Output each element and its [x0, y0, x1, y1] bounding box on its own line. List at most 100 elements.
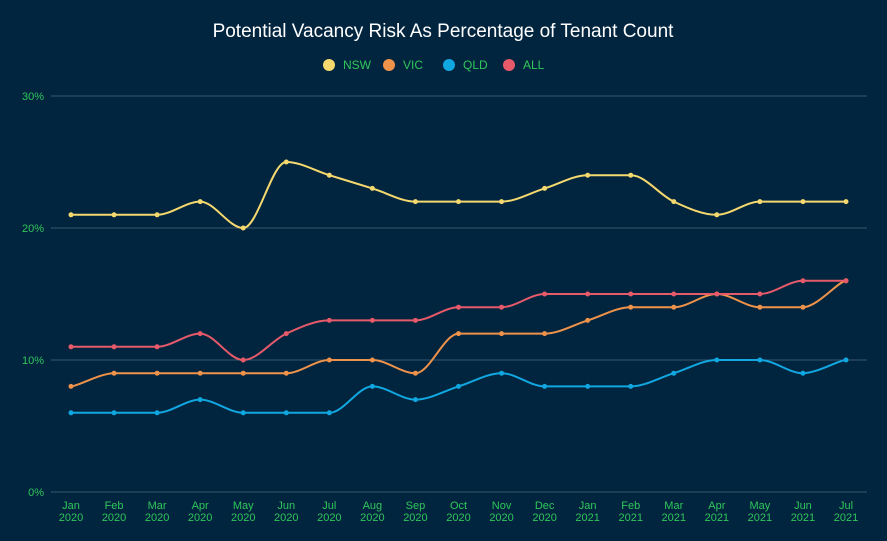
series-line-nsw: [70, 160, 846, 230]
data-point-qld[interactable]: [326, 410, 332, 416]
data-point-nsw[interactable]: [757, 199, 763, 205]
data-point-vic[interactable]: [628, 304, 634, 310]
x-tick-label: Mar 2020: [145, 500, 169, 524]
x-tick-label: Nov 2020: [489, 500, 513, 524]
data-point-vic[interactable]: [111, 370, 117, 376]
data-point-all[interactable]: [585, 291, 591, 297]
data-point-nsw[interactable]: [111, 212, 117, 218]
legend-item-all[interactable]: ALL: [503, 58, 545, 72]
legend-item-qld[interactable]: QLD: [443, 58, 488, 72]
data-point-vic[interactable]: [542, 331, 548, 337]
x-tick-label: Feb 2021: [618, 500, 642, 524]
data-point-all[interactable]: [197, 331, 203, 337]
data-point-vic[interactable]: [585, 317, 591, 323]
x-tick-label: Jun 2020: [274, 500, 298, 524]
data-point-all[interactable]: [369, 317, 375, 323]
data-point-nsw[interactable]: [197, 199, 203, 205]
legend-item-vic[interactable]: VIC: [383, 58, 423, 72]
x-tick-label: Jan 2020: [59, 500, 83, 524]
data-point-vic[interactable]: [283, 370, 289, 376]
data-point-qld[interactable]: [628, 383, 634, 389]
data-point-nsw[interactable]: [369, 185, 375, 191]
data-point-all[interactable]: [111, 344, 117, 350]
data-point-qld[interactable]: [585, 383, 591, 389]
data-point-all[interactable]: [499, 304, 505, 310]
data-point-all[interactable]: [843, 278, 849, 284]
series-line-all: [71, 279, 846, 362]
data-point-all[interactable]: [671, 291, 677, 297]
x-tick-label: Mar 2021: [662, 500, 686, 524]
data-point-all[interactable]: [714, 291, 720, 297]
data-point-nsw[interactable]: [240, 225, 246, 231]
series-all: [68, 278, 849, 363]
data-point-vic[interactable]: [412, 370, 418, 376]
data-point-nsw[interactable]: [68, 212, 74, 218]
data-point-all[interactable]: [456, 304, 461, 310]
data-point-nsw[interactable]: [714, 212, 720, 218]
legend-marker-vic: [383, 59, 395, 71]
data-point-qld[interactable]: [800, 370, 806, 376]
data-point-vic[interactable]: [671, 304, 677, 310]
data-point-qld[interactable]: [154, 410, 160, 416]
data-point-qld[interactable]: [197, 397, 203, 403]
data-point-nsw[interactable]: [456, 199, 461, 205]
data-point-vic[interactable]: [800, 304, 806, 310]
data-point-qld[interactable]: [714, 357, 720, 363]
data-point-qld[interactable]: [843, 357, 849, 363]
series-nsw: [68, 159, 849, 231]
data-point-all[interactable]: [412, 317, 418, 323]
data-point-qld[interactable]: [456, 383, 461, 389]
data-point-vic[interactable]: [240, 370, 246, 376]
data-point-all[interactable]: [283, 331, 289, 337]
data-point-qld[interactable]: [757, 357, 763, 363]
data-point-all[interactable]: [757, 291, 763, 297]
data-point-all[interactable]: [68, 344, 74, 350]
data-point-vic[interactable]: [499, 331, 505, 337]
legend: NSW VIC QLD ALL: [323, 58, 545, 72]
data-point-nsw[interactable]: [585, 172, 591, 178]
data-point-vic[interactable]: [197, 370, 203, 376]
data-point-all[interactable]: [326, 317, 332, 323]
legend-marker-qld: [443, 59, 455, 71]
data-point-nsw[interactable]: [843, 199, 849, 205]
data-point-all[interactable]: [240, 357, 246, 363]
data-point-vic[interactable]: [757, 304, 763, 310]
data-point-all[interactable]: [628, 291, 634, 297]
data-point-vic[interactable]: [456, 331, 461, 337]
data-point-vic[interactable]: [68, 383, 74, 389]
y-tick-label: 0%: [28, 487, 44, 499]
legend-item-nsw[interactable]: NSW: [323, 58, 372, 72]
data-point-qld[interactable]: [68, 410, 74, 416]
data-point-nsw[interactable]: [671, 199, 677, 205]
data-point-nsw[interactable]: [542, 185, 548, 191]
data-point-qld[interactable]: [499, 370, 505, 376]
data-point-nsw[interactable]: [326, 172, 332, 178]
data-point-vic[interactable]: [326, 357, 332, 363]
data-point-qld[interactable]: [412, 397, 418, 403]
x-tick-label: Jun 2021: [791, 500, 815, 524]
data-point-qld[interactable]: [369, 383, 375, 389]
data-point-all[interactable]: [800, 278, 806, 284]
data-point-qld[interactable]: [283, 410, 289, 416]
data-point-all[interactable]: [154, 344, 160, 350]
data-point-nsw[interactable]: [628, 172, 634, 178]
data-point-nsw[interactable]: [499, 199, 505, 205]
data-point-qld[interactable]: [111, 410, 117, 416]
data-point-vic[interactable]: [154, 370, 160, 376]
data-point-qld[interactable]: [240, 410, 246, 416]
legend-marker-all: [503, 59, 515, 71]
x-axis: Jan 2020 Feb 2020 Mar 2020 Apr 2020 May 2020 Jun 20…: [59, 500, 858, 524]
data-point-nsw[interactable]: [800, 199, 806, 205]
data-point-qld[interactable]: [542, 383, 548, 389]
data-point-all[interactable]: [542, 291, 548, 297]
data-point-vic[interactable]: [369, 357, 375, 363]
y-tick-label: 20%: [22, 223, 44, 235]
data-point-nsw[interactable]: [412, 199, 418, 205]
x-tick-label: Feb 2020: [102, 500, 126, 524]
data-point-nsw[interactable]: [283, 159, 289, 165]
data-point-qld[interactable]: [671, 370, 677, 376]
data-point-nsw[interactable]: [154, 212, 160, 218]
series-group: [68, 159, 849, 416]
x-tick-label: Apr 2021: [705, 500, 729, 524]
